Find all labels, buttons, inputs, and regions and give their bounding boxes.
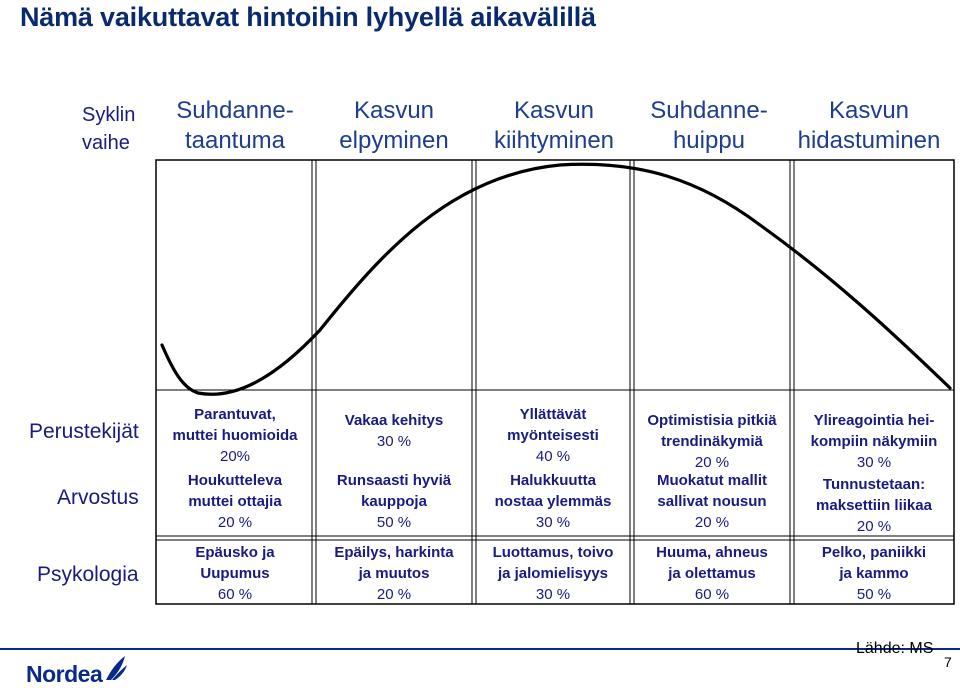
cell-c2-psykologia: Epäilys, harkinta ja muutos 20 % (334, 544, 454, 603)
cell-c4-perustekijat: Optimistisia pitkiä trendinäkymiä 20 % (647, 412, 777, 471)
page-number: 7 (944, 654, 952, 670)
cell-c5-psykologia: Pelko, paniikki ja kammo 50 % (821, 544, 927, 603)
cell-c4-psykologia: Huuma, ahneus ja olettamus 60 % (656, 544, 768, 603)
cell-c3-arvostus: Halukkuutta nostaa ylemmäs 30 % (494, 472, 612, 531)
column-separators (311, 160, 795, 604)
footer-divider (0, 648, 960, 650)
cell-c3-perustekijat: Yllättävät myönteisesti 40 % (507, 406, 599, 465)
phase-peak: Suhdanne- huippu (650, 97, 768, 154)
cell-c3-psykologia: Luottamus, toivo ja jalomielisyys 30 % (492, 544, 614, 603)
source-note: Lähde: MS (856, 640, 934, 657)
phase-slowdown: Kasvun hidastuminen (797, 97, 941, 154)
cell-c1-perustekijat: Parantuvat, muttei huomioida 20% (172, 406, 298, 465)
cycle-phase-label: Syklin vaihe (82, 104, 136, 154)
cell-c5-arvostus: Tunnustetaan: maksettiin liikaa 20 % (816, 476, 932, 535)
grid-frame (155, 159, 955, 605)
cell-c5-perustekijat: Ylireagointia hei- kompiin näkymiin 30 % (810, 412, 938, 471)
nordea-sail-icon (106, 656, 128, 680)
nordea-logo: Nordea (26, 656, 129, 692)
row-label-perustekijat: Perustekijät (29, 420, 139, 443)
row-label-arvostus: Arvostus (57, 486, 139, 509)
slide-title: Nämä vaikuttavat hintoihin lyhyellä aika… (20, 2, 596, 32)
phase-recession: Suhdanne- taantuma (176, 97, 294, 154)
cell-c1-psykologia: Epäusko ja Uupumus 60 % (195, 544, 275, 603)
row-label-psykologia: Psykologia (37, 563, 139, 586)
cell-c4-arvostus: Muokatut mallit sallivat nousun 20 % (656, 472, 767, 531)
cell-c2-arvostus: Runsaasti hyviä kauppoja 50 % (336, 472, 452, 531)
row-separators (156, 389, 954, 541)
phase-recovery: Kasvun elpyminen (339, 97, 449, 154)
cell-c2-perustekijat: Vakaa kehitys 30 % (344, 412, 444, 450)
market-cycle-curve (160, 162, 952, 396)
phase-acceleration: Kasvun kiihtyminen (493, 97, 615, 154)
cell-c1-arvostus: Houkutteleva muttei ottajia 20 % (187, 472, 283, 531)
